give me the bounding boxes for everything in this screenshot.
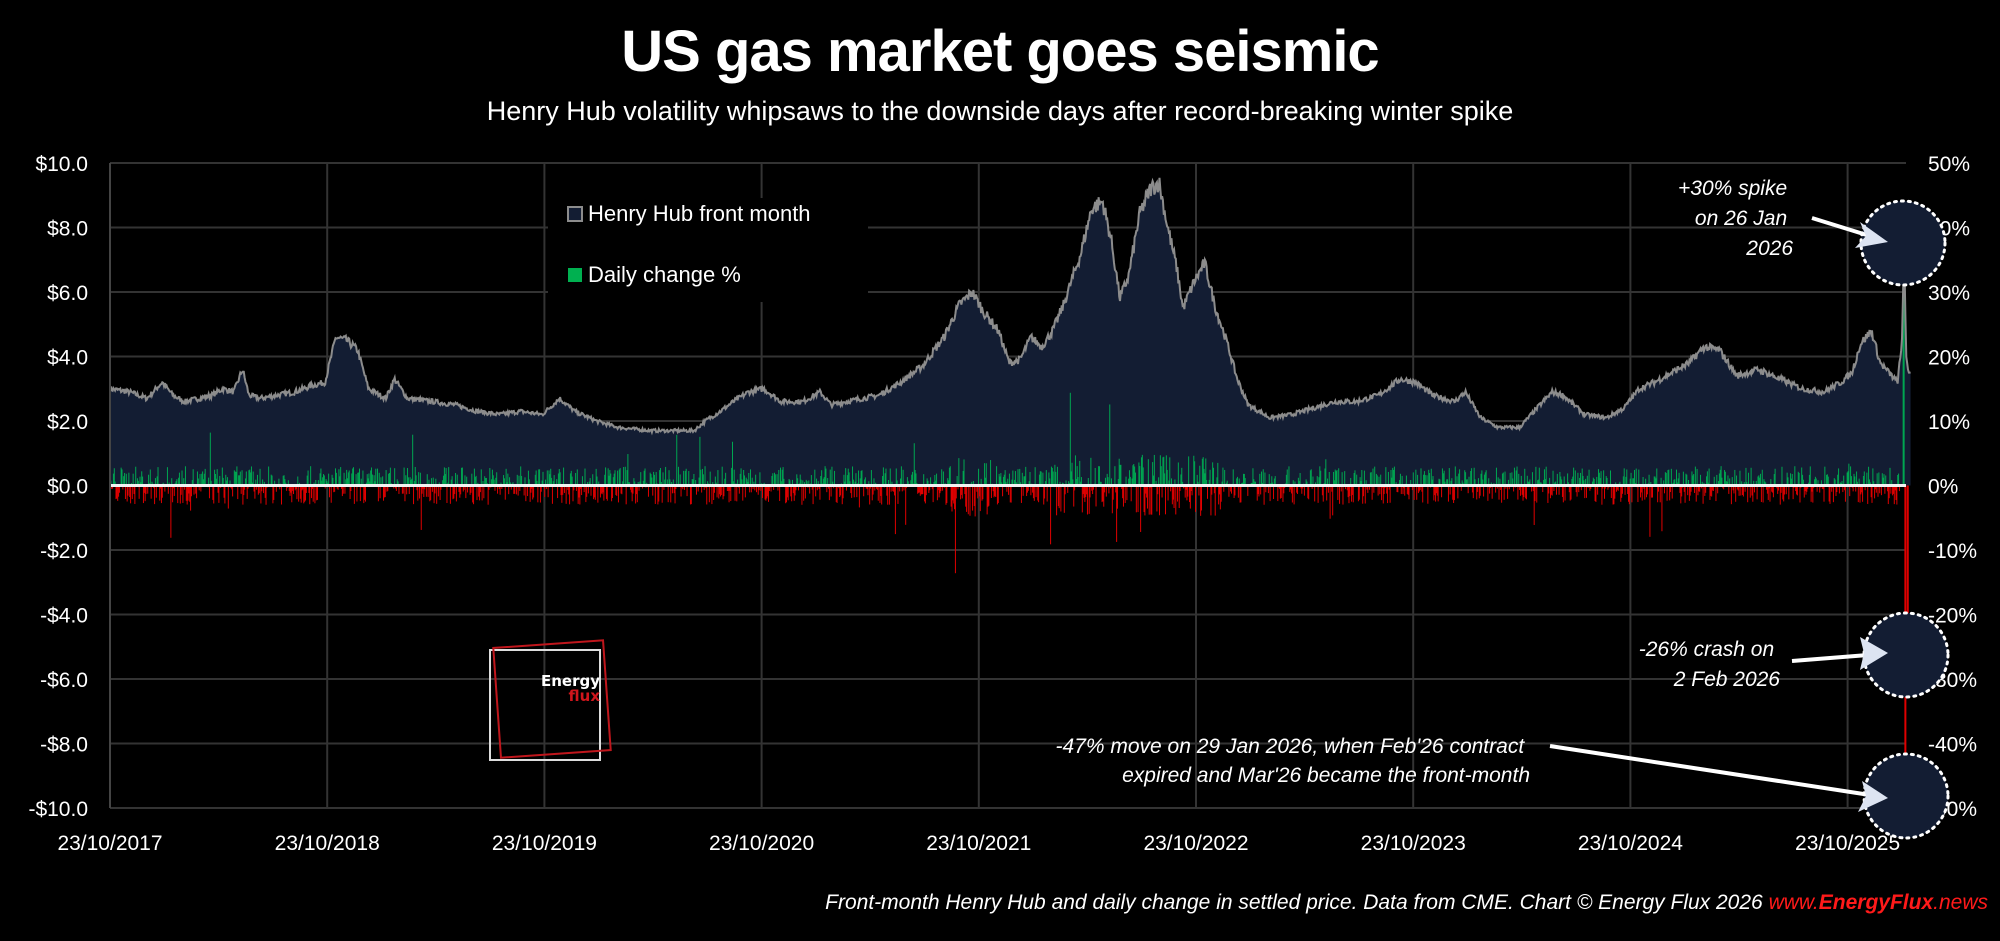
legend-label-price: Henry Hub front month (588, 201, 811, 226)
annotations: +30% spike on 26 Jan 2026 -26% crash on … (1056, 177, 1950, 840)
footer-url-prefix: www. (1768, 891, 1819, 914)
footer-credit: Front-month Henry Hub and daily change i… (825, 891, 1988, 915)
right-tick-label: 30% (1928, 282, 1970, 305)
footer-url-link[interactable]: www.EnergyFlux.news (1769, 891, 1988, 914)
x-axis-ticks: 23/10/2017 23/10/2018 23/10/2019 23/10/2020… (57, 832, 1900, 855)
left-tick-label: $2.0 (47, 411, 88, 434)
right-tick-label: 20% (1928, 347, 1970, 370)
axes (109, 163, 1906, 808)
legend-label-change: Daily change % (588, 262, 741, 287)
left-tick-label: $8.0 (47, 218, 88, 241)
x-tick-label: 23/10/2023 (1361, 832, 1466, 855)
arrow-move (1549, 744, 1888, 812)
right-tick-label: -20% (1928, 605, 1977, 628)
right-tick-label: -40% (1928, 734, 1977, 757)
right-tick-label: 10% (1928, 411, 1970, 434)
right-axis-ticks: 50%40%30%20%10%0%-10%-20%-30%-40%-50% (1928, 153, 1977, 821)
price-line (109, 177, 1911, 436)
arrow-spike (1811, 216, 1888, 248)
footer-source-text: Front-month Henry Hub and daily change i… (825, 891, 1763, 914)
logo-text-flux: flux (569, 687, 601, 705)
legend-background (548, 198, 868, 302)
left-tick-label: -$4.0 (40, 605, 88, 628)
left-axis-ticks: $10.0 $8.0 $6.0 $4.0 $2.0 $0.0 -$2.0 -$4.0 -$6.0… (28, 153, 88, 821)
x-tick-label: 23/10/2025 (1795, 832, 1900, 855)
x-tick-label: 23/10/2022 (1143, 832, 1248, 855)
x-tick-label: 23/10/2019 (492, 832, 597, 855)
chart-subtitle: Henry Hub volatility whipsaws to the dow… (486, 96, 1514, 126)
annotation-move-text: -47% move on 29 Jan 2026, when Feb'26 co… (1056, 735, 1530, 787)
left-tick-label: $0.0 (47, 476, 88, 499)
daily-change-bars (110, 292, 1909, 789)
left-tick-label: -$8.0 (40, 734, 88, 757)
footer-url-suffix: .news (1933, 891, 1988, 914)
right-tick-label: 0% (1928, 476, 1958, 499)
legend-swatch-change (568, 268, 582, 282)
left-tick-label: $6.0 (47, 282, 88, 305)
arrow-crash (1791, 637, 1888, 670)
right-tick-label: -10% (1928, 540, 1977, 563)
price-area (110, 177, 1911, 486)
x-tick-label: 23/10/2024 (1578, 832, 1683, 855)
price-line-layer (109, 177, 1911, 436)
logo-frame-white (489, 649, 601, 761)
x-tick-label: 23/10/2021 (926, 832, 1031, 855)
annotation-crash-text: -26% crash on 2 Feb 2026 (1639, 638, 1781, 691)
logo-frame-red (492, 639, 612, 759)
left-tick-label: -$6.0 (40, 669, 88, 692)
footer-url-bold: EnergyFlux (1818, 891, 1934, 914)
left-tick-label: -$10.0 (28, 798, 88, 821)
legend: Henry Hub front month Daily change % (548, 198, 868, 302)
annotation-spike-text: +30% spike on 26 Jan 2026 (1678, 177, 1793, 260)
price-area-layer (110, 177, 1911, 486)
chart-title: US gas market goes seismic (621, 19, 1379, 84)
x-tick-label: 23/10/2018 (275, 832, 380, 855)
energy-flux-logo: Energy flux (489, 639, 612, 761)
logo-text-energy: Energy (541, 672, 600, 690)
right-tick-label: 50% (1928, 153, 1970, 176)
x-tick-label: 23/10/2020 (709, 832, 814, 855)
x-tick-label: 23/10/2017 (57, 832, 162, 855)
left-tick-label: $4.0 (47, 347, 88, 370)
left-tick-label: -$2.0 (40, 540, 88, 563)
left-tick-label: $10.0 (35, 153, 88, 176)
legend-swatch-price (567, 206, 583, 222)
